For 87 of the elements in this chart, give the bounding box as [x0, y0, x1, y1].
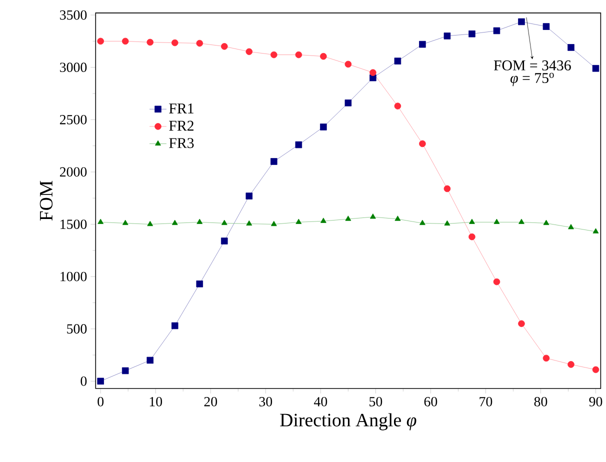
point [468, 218, 475, 224]
point [444, 185, 451, 192]
point [592, 366, 600, 373]
point [171, 39, 178, 46]
x-tick-label: 30 [259, 396, 272, 406]
point [518, 320, 525, 327]
y-tick-label: 3500 [60, 10, 87, 20]
legend-label: FR2 [169, 120, 194, 131]
point [220, 238, 228, 244]
point [568, 224, 574, 230]
point [543, 220, 550, 225]
point [419, 220, 426, 225]
point [568, 360, 574, 368]
point [344, 99, 352, 106]
point [122, 220, 128, 225]
y-axis-title: FOM [40, 180, 53, 221]
x-tick-label: 40 [314, 396, 328, 406]
point [295, 141, 302, 148]
point [444, 32, 451, 40]
point [270, 51, 278, 58]
point [196, 40, 204, 47]
y-tick-label: 2500 [60, 114, 87, 124]
x-tick-label: 60 [424, 396, 438, 406]
point [122, 367, 129, 374]
point [296, 218, 302, 224]
x-tick-label: 50 [370, 396, 382, 406]
point [493, 27, 500, 34]
legend-label: FR1 [169, 103, 194, 114]
x-tick-label: 20 [204, 396, 218, 406]
point [196, 218, 203, 224]
point [172, 220, 178, 225]
point [592, 228, 599, 234]
point [270, 220, 277, 226]
legend-label: FR3 [169, 138, 194, 148]
y-tick-label: 500 [67, 324, 87, 334]
point [147, 220, 154, 226]
y-tick-label: 1500 [60, 219, 87, 229]
point [344, 60, 352, 68]
point [221, 220, 228, 225]
point [97, 378, 104, 384]
point [394, 58, 402, 64]
point [146, 38, 154, 46]
y-tick-label: 2000 [60, 167, 87, 177]
point [171, 322, 178, 330]
point [444, 220, 450, 226]
y-tick-label: 1000 [60, 272, 87, 282]
x-axis-title: Direction Angle φ [280, 413, 416, 430]
annotation: φ = 75$^{o}$ [510, 72, 554, 86]
point [394, 216, 401, 221]
point [246, 192, 253, 200]
point [345, 216, 352, 221]
point [370, 69, 376, 76]
point [592, 64, 600, 72]
y-tick-label: 0 [80, 376, 87, 386]
point [568, 44, 574, 51]
point [270, 158, 278, 165]
point [518, 218, 524, 224]
annotation: FOM = 3436 [494, 60, 571, 70]
point [370, 213, 376, 219]
x-tick-label: 10 [150, 396, 162, 406]
point [320, 52, 327, 60]
point [493, 278, 500, 286]
point [122, 38, 129, 44]
point [468, 233, 476, 240]
point [419, 140, 426, 147]
x-tick-label: 90 [589, 396, 602, 406]
point [468, 30, 476, 38]
point [494, 218, 500, 224]
x-tick-label: 0 [98, 396, 104, 406]
point [246, 220, 252, 226]
point [542, 354, 550, 362]
point [146, 356, 154, 364]
point [295, 51, 302, 58]
point [196, 280, 204, 288]
y-tick-label: 3000 [60, 62, 87, 72]
point [518, 18, 525, 26]
point [246, 48, 253, 55]
point [98, 218, 104, 224]
x-tick-label: 80 [534, 396, 548, 406]
point [419, 40, 426, 48]
point [320, 218, 326, 223]
point [542, 23, 550, 30]
x-tick-label: 70 [480, 396, 492, 406]
point [220, 42, 228, 50]
point [394, 102, 402, 110]
point [97, 38, 104, 44]
point [320, 123, 327, 130]
